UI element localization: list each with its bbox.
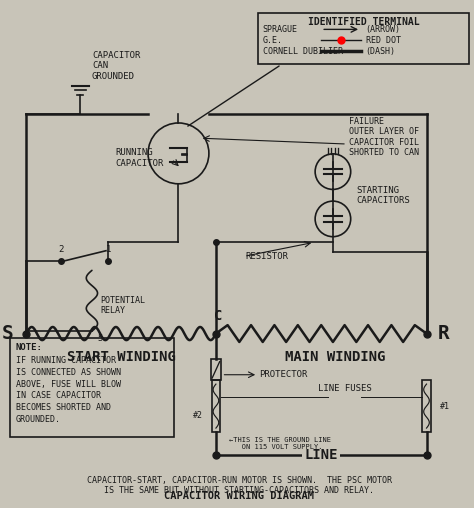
Text: IF RUNNING CAPACITOR
IS CONNECTED AS SHOWN
ABOVE, FUSE WILL BLOW
IN CASE CAPACIT: IF RUNNING CAPACITOR IS CONNECTED AS SHO… xyxy=(16,356,121,424)
Bar xyxy=(212,380,220,432)
Text: G.E.: G.E. xyxy=(263,36,283,45)
Text: CAPACITOR-START, CAPACITOR-RUN MOTOR IS SHOWN.  THE PSC MOTOR: CAPACITOR-START, CAPACITOR-RUN MOTOR IS … xyxy=(87,475,392,485)
Text: MAIN WINDING: MAIN WINDING xyxy=(285,350,385,364)
Bar xyxy=(211,359,221,380)
Text: ←THIS IS THE GROUND LINE
   ON 115 VOLT SUPPLY.: ←THIS IS THE GROUND LINE ON 115 VOLT SUP… xyxy=(229,437,331,451)
Text: CORNELL DUBILIER: CORNELL DUBILIER xyxy=(263,47,343,56)
Text: POTENTIAL
RELAY: POTENTIAL RELAY xyxy=(100,296,146,315)
Text: LINE: LINE xyxy=(304,448,338,462)
Bar xyxy=(258,13,469,65)
Text: 1: 1 xyxy=(106,245,111,254)
Text: FAILURE
OUTER LAYER OF
CAPACITOR FOIL
SHORTED TO CAN: FAILURE OUTER LAYER OF CAPACITOR FOIL SH… xyxy=(349,117,419,157)
Text: #2: #2 xyxy=(193,411,203,420)
Text: R: R xyxy=(438,324,450,343)
Text: C: C xyxy=(214,309,222,323)
Text: (DASH): (DASH) xyxy=(365,47,396,56)
Text: RESISTOR: RESISTOR xyxy=(245,252,288,261)
Text: CAPACITOR WIRING DIAGRAM: CAPACITOR WIRING DIAGRAM xyxy=(164,491,314,500)
Text: LINE FUSES: LINE FUSES xyxy=(318,384,372,393)
Text: #1: #1 xyxy=(439,402,450,410)
Text: RUNNING
CAPACITOR: RUNNING CAPACITOR xyxy=(115,148,164,168)
Text: START WINDING: START WINDING xyxy=(67,350,175,364)
Text: PROTECTOR: PROTECTOR xyxy=(259,370,307,379)
Text: STARTING
CAPACITORS: STARTING CAPACITORS xyxy=(356,185,410,205)
Bar xyxy=(422,380,431,432)
Text: SPRAGUE: SPRAGUE xyxy=(263,25,298,34)
Text: 5: 5 xyxy=(98,334,103,342)
Text: 2: 2 xyxy=(59,245,64,254)
Text: NOTE:: NOTE: xyxy=(16,343,43,352)
Text: (ARROW): (ARROW) xyxy=(365,25,401,34)
Text: IDENTIFIED TERMINAL: IDENTIFIED TERMINAL xyxy=(308,17,419,27)
Text: CAPACITOR
CAN
GROUNDED: CAPACITOR CAN GROUNDED xyxy=(92,51,140,81)
Bar xyxy=(10,338,174,436)
Text: IS THE SAME BUT WITHOUT STARTING-CAPACITORS AND RELAY.: IS THE SAME BUT WITHOUT STARTING-CAPACIT… xyxy=(104,486,374,495)
Text: RED DOT: RED DOT xyxy=(365,36,401,45)
Text: S: S xyxy=(1,324,13,343)
